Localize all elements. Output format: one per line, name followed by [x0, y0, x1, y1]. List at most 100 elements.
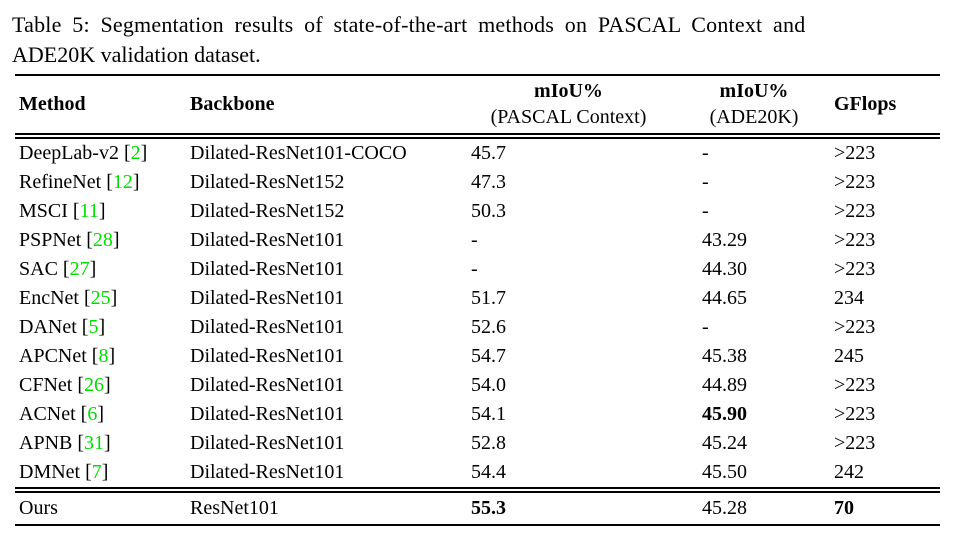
table-row: DeepLab-v2 [2] Dilated-ResNet101-COCO 45.7… [15, 136, 940, 168]
miou-pascal-cell: 54.7 [471, 345, 506, 367]
miou-ade-cell: - [702, 316, 709, 338]
method-cell: CFNet [26] [19, 374, 111, 396]
method-name: RefineNet [19, 171, 102, 193]
gflops-cell: >223 [834, 229, 876, 251]
method-cell: SAC [27] [19, 258, 97, 280]
table-row: ACNet [6] Dilated-ResNet101 54.1 45.90 >223 [15, 400, 940, 429]
table-row: SAC [27] Dilated-ResNet101 - 44.30 >223 [15, 255, 940, 284]
gflops-cell: >223 [834, 171, 876, 193]
citation-link[interactable]: 6 [87, 403, 98, 425]
miou-pascal-cell: - [471, 229, 478, 251]
miou-ade-cell: 45.28 [702, 497, 747, 519]
paper-page: Table 5: Segmentation results of state-o… [0, 10, 954, 538]
citation-link[interactable]: 27 [69, 258, 90, 280]
header-gflops-label: GFlops [834, 92, 897, 115]
method-cell: APNB [31] [19, 432, 111, 454]
header-miou-pascal: mIoU% (PASCAL Context) [455, 75, 682, 136]
header-miou-ade-main: mIoU% [719, 80, 789, 102]
gflops-cell: 242 [834, 461, 864, 483]
method-cell: EncNet [25] [19, 287, 118, 309]
method-name: Ours [19, 497, 58, 519]
miou-ade-cell: 44.89 [702, 374, 747, 396]
method-name: APNB [19, 432, 73, 454]
citation-link[interactable]: 26 [84, 374, 105, 396]
miou-pascal-cell: 55.3 [471, 497, 506, 519]
miou-pascal-cell: 50.3 [471, 200, 506, 222]
header-backbone: Backbone [188, 75, 455, 136]
miou-pascal-cell: 54.1 [471, 403, 506, 425]
miou-ade-cell: 44.30 [702, 258, 747, 280]
header-gflops: GFlops [826, 75, 940, 136]
method-name: ACNet [19, 403, 76, 425]
miou-ade-cell: - [702, 142, 709, 164]
citation-link[interactable]: 5 [88, 316, 99, 338]
gflops-cell: >223 [834, 316, 876, 338]
citation-link[interactable]: 8 [98, 345, 109, 367]
citation-link[interactable]: 28 [92, 229, 113, 251]
results-table: Method Backbone mIoU% (PASCAL Context) m… [15, 74, 940, 526]
miou-ade-cell: - [702, 171, 709, 193]
gflops-cell: 234 [834, 287, 864, 309]
gflops-cell: 245 [834, 345, 864, 367]
miou-pascal-cell: 52.6 [471, 316, 506, 338]
backbone-cell: Dilated-ResNet101-COCO [190, 142, 407, 164]
backbone-cell: Dilated-ResNet101 [190, 432, 345, 454]
method-name: EncNet [19, 287, 79, 309]
gflops-cell: 70 [834, 497, 854, 519]
method-name: APCNet [19, 345, 87, 367]
citation-link[interactable]: 25 [90, 287, 111, 309]
table-body: DeepLab-v2 [2] Dilated-ResNet101-COCO 45.7… [15, 136, 940, 525]
method-name: DANet [19, 316, 77, 338]
backbone-cell: Dilated-ResNet101 [190, 403, 345, 425]
gflops-cell: >223 [834, 200, 876, 222]
method-cell: RefineNet [12] [19, 171, 140, 193]
backbone-cell: Dilated-ResNet101 [190, 258, 345, 280]
table-row: PSPNet [28] Dilated-ResNet101 - 43.29 >223 [15, 226, 940, 255]
table-row: MSCI [11] Dilated-ResNet152 50.3 - >223 [15, 197, 940, 226]
caption-line-1: Table 5: Segmentation results of state-o… [12, 12, 806, 37]
miou-ade-cell: - [702, 200, 709, 222]
table-row: DMNet [7] Dilated-ResNet101 54.4 45.50 242 [15, 458, 940, 490]
method-cell: DMNet [7] [19, 461, 109, 483]
backbone-cell: Dilated-ResNet101 [190, 345, 345, 367]
table-row: EncNet [25] Dilated-ResNet101 51.7 44.65 234 [15, 284, 940, 313]
gflops-cell: >223 [834, 403, 876, 425]
citation-link[interactable]: 11 [79, 200, 99, 222]
header-miou-pascal-sub: (PASCAL Context) [490, 106, 647, 128]
miou-ade-cell: 45.50 [702, 461, 747, 483]
citation-link[interactable]: 2 [130, 142, 141, 164]
table-row: CFNet [26] Dilated-ResNet101 54.0 44.89 >223 [15, 371, 940, 400]
miou-pascal-cell: 51.7 [471, 287, 506, 309]
miou-pascal-cell: 52.8 [471, 432, 506, 454]
backbone-cell: Dilated-ResNet152 [190, 171, 345, 193]
table-row: RefineNet [12] Dilated-ResNet152 47.3 - >223 [15, 168, 940, 197]
header-method: Method [15, 75, 188, 136]
caption-line-2: ADE20K validation dataset. [12, 42, 261, 67]
miou-ade-cell: 43.29 [702, 229, 747, 251]
method-name: DMNet [19, 461, 81, 483]
method-cell: DeepLab-v2 [2] [19, 142, 148, 164]
method-name: MSCI [19, 200, 68, 222]
header-row: Method Backbone mIoU% (PASCAL Context) m… [15, 75, 940, 136]
gflops-cell: >223 [834, 374, 876, 396]
miou-pascal-cell: 54.0 [471, 374, 506, 396]
method-cell: ACNet [6] [19, 403, 105, 425]
header-miou-ade: mIoU% (ADE20K) [682, 75, 826, 136]
citation-link[interactable]: 12 [112, 171, 133, 193]
backbone-cell: Dilated-ResNet152 [190, 200, 345, 222]
method-name: PSPNet [19, 229, 82, 251]
citation-link[interactable]: 31 [84, 432, 105, 454]
gflops-cell: >223 [834, 258, 876, 280]
method-cell: DANet [5] [19, 316, 106, 338]
header-backbone-label: Backbone [190, 92, 275, 115]
method-cell: APCNet [8] [19, 345, 116, 367]
gflops-cell: >223 [834, 142, 876, 164]
backbone-cell: Dilated-ResNet101 [190, 229, 345, 251]
header-method-label: Method [19, 92, 86, 115]
backbone-cell: Dilated-ResNet101 [190, 287, 345, 309]
miou-pascal-cell: 45.7 [471, 142, 506, 164]
method-name: DeepLab-v2 [19, 142, 119, 164]
citation-link[interactable]: 7 [91, 461, 102, 483]
backbone-cell: Dilated-ResNet101 [190, 374, 345, 396]
header-miou-pascal-main: mIoU% [534, 80, 603, 102]
